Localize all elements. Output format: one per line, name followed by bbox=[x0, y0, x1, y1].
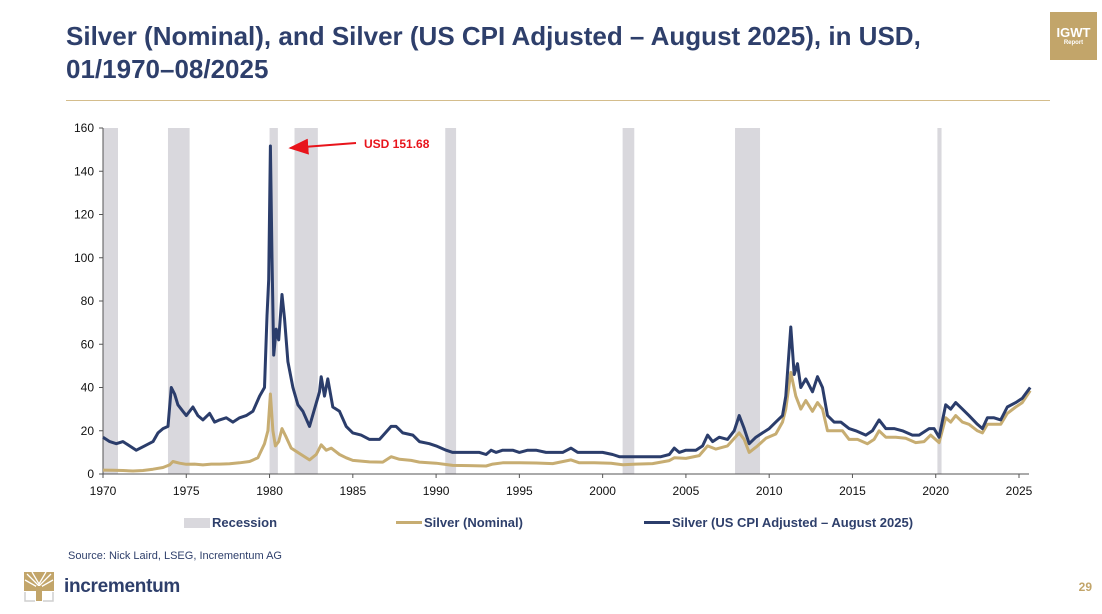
recession-band bbox=[167, 128, 190, 474]
x-tick-label: 1970 bbox=[90, 484, 117, 498]
annotation: USD 151.68 bbox=[288, 137, 430, 155]
recession-band bbox=[445, 128, 457, 474]
legend-label-recession: Recession bbox=[212, 515, 278, 530]
y-tick-label: 160 bbox=[74, 121, 94, 135]
y-tick-label: 80 bbox=[81, 294, 95, 308]
recession-swatch bbox=[184, 517, 210, 528]
y-tick-label: 120 bbox=[74, 208, 94, 222]
x-tick-label: 1985 bbox=[339, 484, 366, 498]
badge-subtitle: Report bbox=[1063, 40, 1084, 46]
y-tick-label: 60 bbox=[81, 337, 95, 351]
page-title: Silver (Nominal), and Silver (US CPI Adj… bbox=[66, 21, 921, 84]
legend-item-recession: Recession bbox=[184, 515, 277, 530]
source-note: Source: Nick Laird, LSEG, Incrementum AG bbox=[68, 550, 282, 562]
x-tick-label: 1995 bbox=[506, 484, 533, 498]
y-tick-label: 40 bbox=[81, 381, 95, 395]
series-cpi-adjusted-line bbox=[102, 144, 1032, 459]
recession-bands bbox=[103, 128, 942, 474]
tree-logo-icon bbox=[24, 572, 54, 602]
nominal-swatch bbox=[396, 521, 422, 524]
x-tick-label: 2020 bbox=[922, 484, 949, 498]
x-tick-label: 1975 bbox=[173, 484, 200, 498]
y-tick-label: 0 bbox=[87, 467, 94, 481]
recession-band bbox=[103, 128, 118, 474]
y-tick-label: 20 bbox=[81, 424, 95, 438]
annotation-arrow bbox=[288, 138, 357, 155]
recession-band bbox=[937, 128, 942, 474]
recession-band bbox=[622, 128, 635, 474]
legend-label-cpi-adjusted: Silver (US CPI Adjusted – August 2025) bbox=[672, 515, 914, 530]
logo-text: incrementum bbox=[64, 576, 181, 597]
igwt-report-badge: IGWT Report bbox=[1050, 12, 1097, 60]
x-tick-label: 2000 bbox=[589, 484, 616, 498]
annotation-label: USD 151.68 bbox=[364, 137, 430, 151]
incrementum-logo: incrementum bbox=[24, 572, 180, 602]
recession-band bbox=[735, 128, 761, 474]
chart-legend: Recession Silver (Nominal) Silver (US CP… bbox=[0, 515, 1102, 535]
x-tick-label: 2005 bbox=[673, 484, 700, 498]
legend-item-cpi-adjusted: Silver (US CPI Adjusted – August 2025) bbox=[644, 515, 913, 530]
y-tick-label: 140 bbox=[74, 164, 94, 178]
x-tick-label: 2025 bbox=[1006, 484, 1033, 498]
x-tick-label: 1980 bbox=[256, 484, 283, 498]
badge-title: IGWT bbox=[1056, 25, 1091, 40]
legend-item-nominal: Silver (Nominal) bbox=[396, 515, 523, 530]
series-nominal-line bbox=[102, 370, 1032, 473]
x-tick-label: 1990 bbox=[423, 484, 450, 498]
series-lines bbox=[102, 144, 1032, 473]
legend-label-nominal: Silver (Nominal) bbox=[424, 515, 523, 530]
recession-band bbox=[294, 128, 318, 474]
x-tick-label: 2015 bbox=[839, 484, 866, 498]
axes: 0 20 40 60 80 100 120 140 160 1970 1975 1980 1985 199… bbox=[74, 121, 1033, 498]
title-divider bbox=[66, 100, 1050, 101]
x-tick-label: 2010 bbox=[756, 484, 783, 498]
y-tick-label: 100 bbox=[74, 251, 94, 265]
cpi-adjusted-swatch bbox=[644, 521, 670, 524]
page-number: 29 bbox=[1078, 580, 1092, 594]
